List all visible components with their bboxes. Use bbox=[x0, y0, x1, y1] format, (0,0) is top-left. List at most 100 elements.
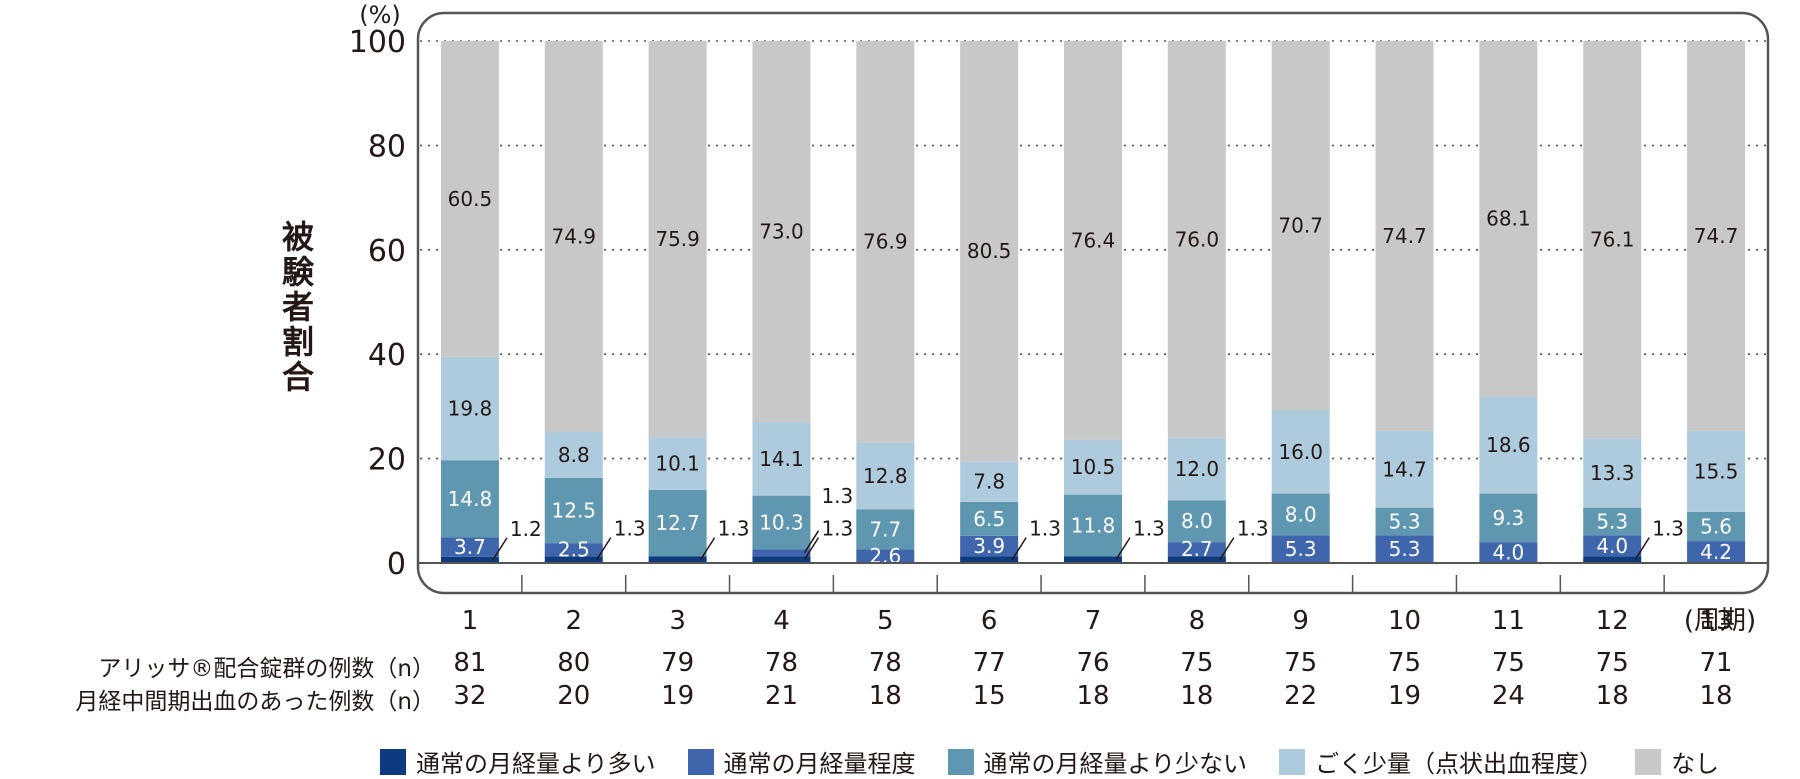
bar-segment-13-s2 bbox=[1687, 511, 1746, 542]
bar-segment-13-s4 bbox=[1687, 41, 1746, 431]
data-label-6-s3: 7.8 bbox=[973, 470, 1005, 494]
y-axis-title-char-2: 者 bbox=[281, 288, 314, 326]
bar-segment-12-s3 bbox=[1583, 438, 1642, 508]
data-label-5-s2: 7.7 bbox=[869, 517, 901, 541]
bar-segment-7-s4 bbox=[1064, 41, 1122, 440]
bar-segment-6-s2 bbox=[960, 501, 1019, 536]
data-labels-layer: 1.2 3.7 14.8 19.8 60.5 1.3 2.5 12.5 8.8 74.9 1.3 12… bbox=[448, 187, 1739, 568]
bar-segment-11-s3 bbox=[1479, 396, 1538, 494]
legend-swatch bbox=[687, 748, 714, 775]
bar-segment-4-s4 bbox=[752, 41, 811, 423]
x-tick-label-9: 9 bbox=[1292, 606, 1309, 636]
bar-segment-2-s2 bbox=[544, 477, 603, 544]
data-label-9-s2: 8.0 bbox=[1285, 502, 1317, 526]
legend-label: 通常の月経量程度 bbox=[723, 750, 916, 778]
data-label-6-s4: 80.5 bbox=[967, 239, 1012, 263]
data-label-4-s4: 73.0 bbox=[759, 220, 804, 244]
y-axis: 0 20 40 60 80 100 bbox=[349, 25, 406, 582]
bars-layer bbox=[440, 41, 1746, 563]
bar-segment-5-s4 bbox=[856, 41, 915, 443]
data-label-6-s1: 3.9 bbox=[973, 534, 1005, 558]
x-tick-label-2: 2 bbox=[565, 606, 582, 636]
data-label-9-s4: 70.7 bbox=[1278, 214, 1323, 238]
data-label-13-s4: 74.7 bbox=[1694, 224, 1739, 248]
bar-segment-2-s3 bbox=[544, 431, 603, 478]
legend-item-0: 通常の月経量より多い bbox=[380, 744, 656, 779]
bar-segment-12-s2 bbox=[1583, 507, 1642, 536]
bar-segment-11-s2 bbox=[1479, 493, 1538, 543]
x-tick-label-13: 13 bbox=[1700, 606, 1733, 636]
data-label-2-s1: 2.5 bbox=[558, 538, 590, 562]
x-tick-label-6: 6 bbox=[981, 606, 998, 636]
bar-segment-1-s0 bbox=[440, 556, 499, 563]
data-label-12-s2: 5.3 bbox=[1596, 510, 1628, 534]
x-tick-label-3: 3 bbox=[669, 606, 686, 636]
data-label-3-s0: 1.3 bbox=[718, 517, 750, 541]
x-axis: 1 2 3 4 5 6 7 8 9 10 11 12 13 bbox=[418, 562, 1768, 636]
bar-segment-6-s0 bbox=[960, 556, 1019, 563]
y-tick-label-40: 40 bbox=[368, 338, 406, 373]
callout-line-4-s0 bbox=[803, 537, 820, 561]
data-label-12-s1: 4.0 bbox=[1596, 534, 1628, 558]
data-label-13-s2: 5.6 bbox=[1700, 514, 1732, 538]
data-label-10-s3: 14.7 bbox=[1382, 457, 1427, 481]
callout-line-12-s0 bbox=[1634, 537, 1650, 561]
y-unit-label: (%) bbox=[359, 1, 401, 29]
y-axis-title-char-1: 験 bbox=[281, 253, 314, 291]
legend: 通常の月経量より多い 通常の月経量程度 通常の月経量より少ない ごく少量（点状出血程度… bbox=[380, 744, 1751, 779]
bar-segment-8-s1 bbox=[1167, 542, 1226, 557]
y-axis-title-char-0: 被 bbox=[281, 218, 314, 256]
bar-segment-4-s1 bbox=[752, 549, 811, 557]
bar-segment-6-s4 bbox=[960, 41, 1019, 462]
bar-segment-3-s4 bbox=[648, 41, 707, 438]
callout-line-7-s0 bbox=[1115, 537, 1131, 561]
data-label-11-s2: 9.3 bbox=[1492, 506, 1524, 530]
x-tick-label-12: 12 bbox=[1596, 606, 1629, 636]
bar-segment-5-s1 bbox=[856, 549, 915, 563]
table-row-label-n-total: アリッサ®配合錠群の例数（n） bbox=[98, 656, 435, 682]
data-label-12-s0: 1.3 bbox=[1652, 517, 1684, 541]
data-label-5-s1: 2.6 bbox=[869, 544, 901, 568]
bar-segment-7-s2 bbox=[1064, 494, 1122, 557]
data-label-4-s2: 10.3 bbox=[759, 511, 804, 535]
data-label-2-s4: 74.9 bbox=[552, 224, 597, 248]
bar-segment-12-s0 bbox=[1583, 556, 1642, 563]
bar-segment-12-s1 bbox=[1583, 535, 1642, 557]
data-label-8-s3: 12.0 bbox=[1175, 457, 1220, 481]
bar-segment-9-s2 bbox=[1271, 493, 1330, 536]
bar-segment-5-s2 bbox=[856, 509, 915, 550]
data-label-8-s4: 76.0 bbox=[1175, 227, 1220, 251]
data-label-5-s4: 76.9 bbox=[863, 230, 908, 254]
data-label-6-s0: 1.3 bbox=[1029, 517, 1061, 541]
data-label-12-s4: 76.1 bbox=[1590, 228, 1635, 252]
y-axis-title-char-3: 割 bbox=[281, 323, 314, 361]
y-tick-label-100: 100 bbox=[349, 25, 406, 60]
data-label-9-s1: 5.3 bbox=[1285, 537, 1317, 561]
x-tick-label-4: 4 bbox=[773, 606, 790, 636]
x-tick-label-5: 5 bbox=[877, 606, 894, 636]
bar-segment-2-s1 bbox=[544, 543, 603, 557]
bar-segment-13-s1 bbox=[1687, 541, 1746, 563]
y-tick-label-0: 0 bbox=[387, 547, 406, 582]
legend-swatch bbox=[1635, 748, 1662, 775]
data-label-13-s3: 15.5 bbox=[1694, 459, 1739, 483]
x-unit-label: (周期) bbox=[1684, 606, 1756, 636]
data-label-8-s2: 8.0 bbox=[1181, 509, 1213, 533]
data-label-10-s1: 5.3 bbox=[1389, 537, 1421, 561]
bar-segment-1-s1 bbox=[440, 537, 499, 557]
callout-line-6-s0 bbox=[1011, 537, 1027, 561]
x-tick-label-11: 11 bbox=[1492, 606, 1525, 636]
legend-label: 通常の月経量より多い bbox=[416, 750, 656, 778]
data-label-10-s2: 5.3 bbox=[1389, 510, 1421, 534]
data-label-7-s2: 11.8 bbox=[1071, 513, 1116, 537]
x-tick-label-8: 8 bbox=[1189, 606, 1206, 636]
legend-label: なし bbox=[1671, 750, 1720, 778]
bar-segment-6-s1 bbox=[960, 535, 1019, 557]
data-label-5-s3: 12.8 bbox=[863, 464, 908, 488]
bar-segment-5-s3 bbox=[856, 442, 915, 510]
data-label-1-s4: 60.5 bbox=[448, 187, 493, 211]
bar-segment-12-s4 bbox=[1583, 41, 1642, 439]
bar-segment-8-s0 bbox=[1167, 556, 1226, 563]
data-label-4-s0: 1.3 bbox=[821, 517, 853, 541]
y-tick-label-20: 20 bbox=[368, 443, 406, 478]
